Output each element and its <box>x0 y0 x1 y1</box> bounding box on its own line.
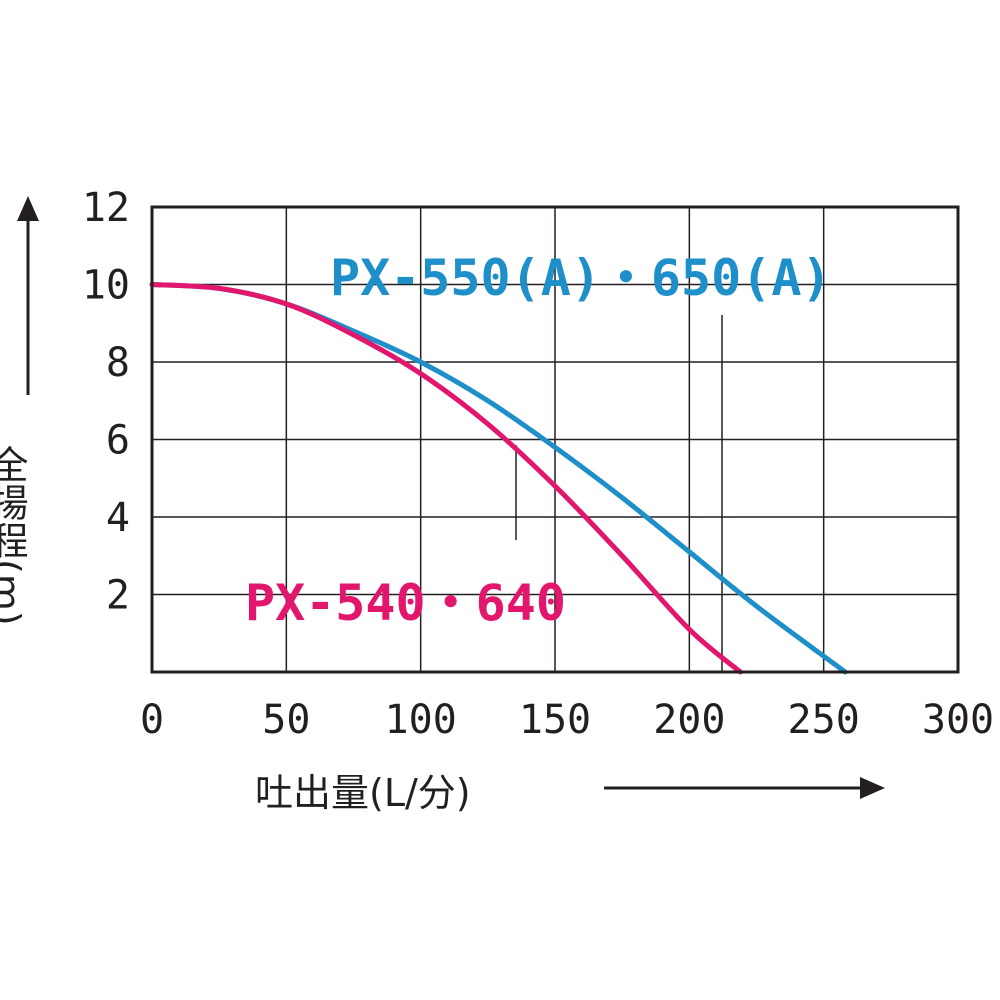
plot-frame <box>150 205 960 674</box>
x-tick-label-0: 0 <box>140 697 164 743</box>
series-lines <box>149 282 848 675</box>
plot-border <box>150 205 960 674</box>
series-line-1 <box>149 282 743 675</box>
x-tick-label-150: 150 <box>519 697 591 743</box>
x-tick-label-200: 200 <box>653 697 725 743</box>
y-tick-label-4: 4 <box>106 495 130 541</box>
x-tick-label-300: 300 <box>922 697 994 743</box>
series-label-px540: PX-540・640 <box>245 574 566 632</box>
x-tick-label-250: 250 <box>788 697 860 743</box>
axis-titles: 吐出量(L/分) 全揚程(m) <box>0 445 471 815</box>
y-axis-title: 全揚程(m) <box>0 445 28 626</box>
y-tick-label-8: 8 <box>106 340 130 386</box>
reference-lines <box>515 315 723 672</box>
y-tick-label-12: 12 <box>82 185 130 231</box>
tick-labels: 0 50 100 150 200 250 300 2 4 6 8 10 12 <box>82 185 994 743</box>
y-tick-label-10: 10 <box>82 263 130 309</box>
y-tick-label-6: 6 <box>106 418 130 464</box>
grid <box>152 207 958 672</box>
axis-arrows <box>17 196 885 799</box>
y-axis-arrow-head <box>17 196 39 221</box>
x-tick-label-100: 100 <box>385 697 457 743</box>
x-axis-arrow-head <box>860 777 885 799</box>
series-label-px550: PX-550(A)・650(A) <box>330 249 832 307</box>
series-labels: PX-550(A)・650(A) PX-540・640 <box>245 249 832 632</box>
x-axis-title: 吐出量(L/分) <box>255 771 471 815</box>
y-tick-label-2: 2 <box>106 573 130 619</box>
x-tick-label-50: 50 <box>262 697 310 743</box>
